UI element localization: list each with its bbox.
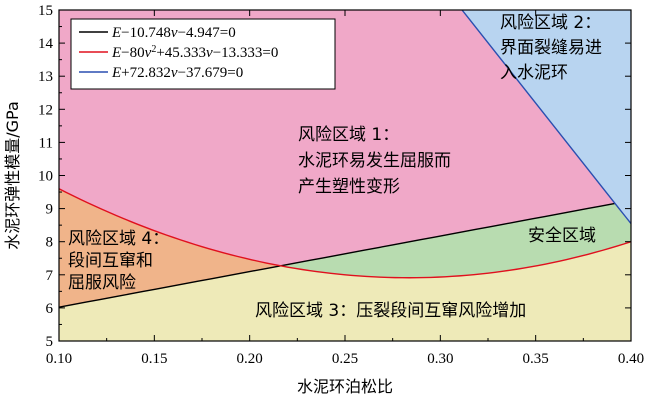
region-label-risk3: 风险区域 3：压裂段间互窜风险增加 bbox=[255, 301, 526, 321]
x-axis-title: 水泥环泊松比 bbox=[297, 377, 393, 396]
region-label-risk2: 界面裂缝易进 bbox=[500, 38, 602, 58]
region-label-risk4: 风险区域 4： bbox=[68, 229, 169, 249]
legend-entry-part: E bbox=[111, 45, 121, 61]
legend-entry-part: ν bbox=[145, 45, 152, 61]
ticks-layer: 0.10 0.15 0.20 0.25 0.30 0.35 0.40 5 6 7 8 9 10 11 12 1… bbox=[38, 3, 644, 367]
legend-entry-part: −10.748 bbox=[121, 25, 171, 41]
y-tick-label: 14 bbox=[38, 36, 54, 52]
legend-entry-part: −80 bbox=[121, 45, 144, 61]
y-tick-label: 13 bbox=[38, 69, 53, 85]
legend-entry-part: +45.333 bbox=[156, 45, 206, 61]
region-label-risk1: 风险区域 1： bbox=[298, 125, 399, 145]
region-safe-fill bbox=[280, 203, 631, 278]
legend-entry-part: ν bbox=[171, 25, 178, 41]
legend-entry-part: −4.947=0 bbox=[178, 25, 236, 41]
legend-entry-part: ν bbox=[206, 45, 213, 61]
y-tick-label: 12 bbox=[38, 102, 53, 118]
x-tick-label: 0.10 bbox=[46, 351, 72, 367]
region-label-risk1: 水泥环易发生屈服而 bbox=[298, 151, 451, 171]
y-axis-title: 水泥环弹性模量/GPa bbox=[3, 101, 22, 250]
legend-entry: E−80ν2+45.333ν−13.333=0 bbox=[111, 44, 278, 62]
y-tick-label: 7 bbox=[46, 268, 54, 284]
x-tick-label: 0.20 bbox=[237, 351, 263, 367]
legend-entry-part: E bbox=[111, 25, 121, 41]
x-tick-label: 0.30 bbox=[427, 351, 453, 367]
legend-entry-part: ν bbox=[171, 65, 178, 81]
y-tick-label: 9 bbox=[46, 202, 54, 218]
y-tick-label: 10 bbox=[38, 169, 53, 185]
lines-layer bbox=[58, 9, 632, 308]
region-label-safe: 安全区域 bbox=[528, 226, 596, 246]
legend-entry: E−10.748ν−4.947=0 bbox=[111, 25, 236, 41]
legend-entry-part: E bbox=[111, 65, 121, 81]
legend-entry-part: +72.832 bbox=[121, 65, 171, 81]
series-line-black bbox=[58, 202, 616, 308]
y-tick-label: 6 bbox=[46, 301, 54, 317]
region-label-risk2: 入水泥环 bbox=[500, 63, 568, 83]
series-line-blue bbox=[461, 9, 632, 225]
series-line-red bbox=[58, 188, 632, 279]
region-label-risk4: 段间互窜和 bbox=[68, 251, 153, 271]
x-tick-label: 0.40 bbox=[618, 351, 644, 367]
legend-entry-part: −13.333=0 bbox=[213, 45, 279, 61]
legend: E−10.748ν−4.947=0E−80ν2+45.333ν−13.333=0… bbox=[70, 18, 336, 90]
x-tick-label: 0.35 bbox=[523, 351, 549, 367]
legend-entry-part: 2 bbox=[151, 44, 156, 55]
region-label-risk4: 屈服风险 bbox=[68, 273, 136, 293]
region-risk3-fill bbox=[59, 241, 631, 341]
y-tick-label: 11 bbox=[39, 135, 53, 151]
legend-box bbox=[70, 18, 336, 90]
y-tick-label: 8 bbox=[46, 235, 54, 251]
y-tick-label: 15 bbox=[38, 3, 53, 19]
legend-entry-part: −37.679=0 bbox=[178, 65, 244, 81]
y-tick-label: 5 bbox=[46, 334, 54, 350]
region-risk4-fill bbox=[59, 188, 281, 308]
x-tick-label: 0.25 bbox=[332, 351, 358, 367]
x-tick-label: 0.15 bbox=[141, 351, 167, 367]
region-label-risk2: 风险区域 2： bbox=[500, 13, 601, 33]
legend-entry: E+72.832ν−37.679=0 bbox=[111, 65, 243, 81]
region-label-risk1: 产生塑性变形 bbox=[298, 177, 400, 197]
